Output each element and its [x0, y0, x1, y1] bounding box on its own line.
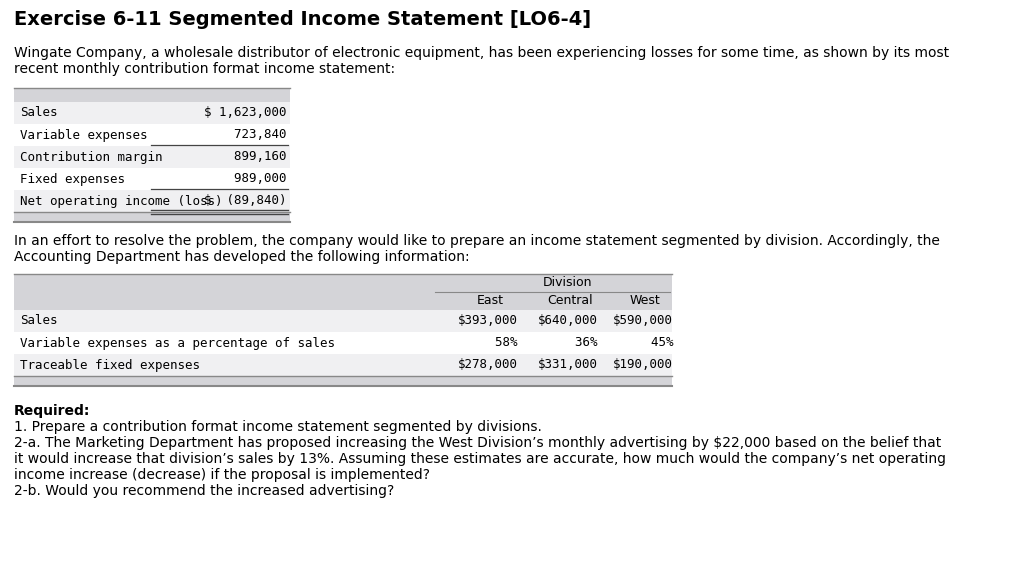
Text: 58%: 58%	[451, 336, 518, 349]
Text: 36%: 36%	[530, 336, 598, 349]
Bar	[14, 146, 290, 168]
Text: Net operating income (loss): Net operating income (loss)	[20, 195, 222, 207]
Text: In an effort to resolve the problem, the company would like to prepare an income: In an effort to resolve the problem, the…	[14, 234, 940, 248]
Text: $331,000: $331,000	[538, 359, 598, 372]
Text: 2-b. Would you recommend the increased advertising?: 2-b. Would you recommend the increased a…	[14, 484, 394, 498]
Text: $278,000: $278,000	[458, 359, 518, 372]
Text: Division: Division	[543, 276, 592, 289]
Text: $590,000: $590,000	[613, 315, 673, 328]
Text: Contribution margin: Contribution margin	[20, 151, 163, 163]
Text: Wingate Company, a wholesale distributor of electronic equipment, has been exper: Wingate Company, a wholesale distributor…	[14, 46, 949, 60]
Text: Variable expenses as a percentage of sales: Variable expenses as a percentage of sal…	[20, 336, 335, 349]
Text: recent monthly contribution format income statement:: recent monthly contribution format incom…	[14, 62, 395, 76]
Text: Variable expenses: Variable expenses	[20, 128, 147, 142]
Text: $  (89,840): $ (89,840)	[204, 195, 286, 207]
Text: 989,000: 989,000	[204, 172, 286, 186]
Bar	[14, 354, 672, 376]
Bar	[14, 212, 290, 222]
Text: Traceable fixed expenses: Traceable fixed expenses	[20, 359, 200, 372]
Bar	[14, 168, 290, 190]
Text: $640,000: $640,000	[538, 315, 598, 328]
Text: 2-a. The Marketing Department has proposed increasing the West Division’s monthl: 2-a. The Marketing Department has propos…	[14, 436, 941, 450]
Bar	[14, 376, 672, 386]
Text: Required:: Required:	[14, 404, 90, 418]
Text: Sales: Sales	[20, 315, 57, 328]
Text: 1. Prepare a contribution format income statement segmented by divisions.: 1. Prepare a contribution format income …	[14, 420, 542, 434]
Bar	[14, 274, 672, 292]
Bar	[14, 88, 290, 102]
Text: 723,840: 723,840	[204, 128, 286, 142]
Text: West: West	[630, 295, 660, 308]
Text: 899,160: 899,160	[204, 151, 286, 163]
Text: $393,000: $393,000	[458, 315, 518, 328]
Text: 45%: 45%	[605, 336, 673, 349]
Bar	[14, 190, 290, 212]
Text: Accounting Department has developed the following information:: Accounting Department has developed the …	[14, 250, 470, 264]
Bar	[14, 292, 672, 310]
Bar	[14, 102, 290, 124]
Text: Exercise 6-11 Segmented Income Statement [LO6-4]: Exercise 6-11 Segmented Income Statement…	[14, 10, 591, 29]
Text: $ 1,623,000: $ 1,623,000	[204, 107, 286, 119]
Text: Sales: Sales	[20, 107, 57, 119]
Text: $190,000: $190,000	[613, 359, 673, 372]
Text: East: East	[476, 295, 504, 308]
Bar	[14, 124, 290, 146]
Text: income increase (decrease) if the proposal is implemented?: income increase (decrease) if the propos…	[14, 468, 430, 482]
Text: Fixed expenses: Fixed expenses	[20, 172, 125, 186]
Bar	[14, 310, 672, 332]
Text: it would increase that division’s sales by 13%. Assuming these estimates are acc: it would increase that division’s sales …	[14, 452, 946, 466]
Text: Central: Central	[547, 295, 593, 308]
Bar	[14, 332, 672, 354]
